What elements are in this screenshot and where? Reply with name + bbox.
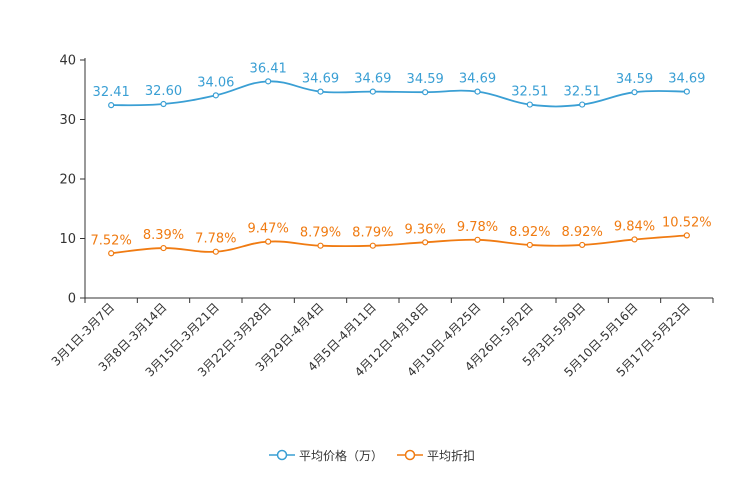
y-tick-label: 20 <box>59 173 76 188</box>
data-label: 7.52% <box>91 233 132 248</box>
data-point <box>160 244 167 252</box>
data-point <box>317 88 324 95</box>
data-point <box>422 239 429 246</box>
data-point <box>631 236 638 243</box>
data-label: 34.59 <box>407 72 444 87</box>
data-point <box>369 242 376 249</box>
data-label: 36.41 <box>250 61 287 76</box>
data-point <box>422 89 429 96</box>
legend-marker-discount <box>397 449 423 461</box>
data-label: 9.47% <box>248 222 289 237</box>
legend: 平均价格（万） 平均折扣 <box>0 444 744 466</box>
data-point <box>265 78 272 85</box>
data-label: 32.51 <box>511 85 548 100</box>
data-point <box>369 88 376 95</box>
data-point <box>108 102 115 109</box>
legend-item-price[interactable]: 平均价格（万） <box>268 447 383 464</box>
data-label: 32.41 <box>93 85 130 100</box>
data-point <box>683 232 690 239</box>
line-chart: 0102030403月1日-3月7日3月8日-3月14日3月15日-3月21日3… <box>49 54 714 380</box>
legend-label-price: 平均价格（万） <box>298 448 383 463</box>
data-label: 34.69 <box>302 72 339 87</box>
data-point <box>474 236 481 243</box>
data-label: 34.69 <box>459 72 496 87</box>
data-label: 34.59 <box>616 72 653 87</box>
data-point <box>579 101 586 108</box>
data-point <box>474 88 481 95</box>
data-point <box>579 241 586 249</box>
data-label: 9.78% <box>457 220 498 235</box>
data-point <box>526 101 533 108</box>
data-point <box>212 248 219 255</box>
y-tick-label: 10 <box>59 232 76 247</box>
data-point <box>160 100 167 108</box>
series-line-discount <box>111 234 687 255</box>
data-label: 9.36% <box>405 222 446 237</box>
data-point <box>317 242 324 249</box>
data-label: 9.84% <box>614 219 655 234</box>
data-point <box>631 89 638 96</box>
data-point <box>683 88 690 95</box>
data-label: 34.06 <box>197 75 234 90</box>
legend-label-discount: 平均折扣 <box>427 448 476 463</box>
data-label: 32.60 <box>145 84 182 99</box>
data-label: 8.92% <box>562 225 603 240</box>
data-point <box>265 238 272 245</box>
series-line-price <box>111 80 687 108</box>
y-tick-label: 40 <box>59 54 76 69</box>
data-label: 34.69 <box>354 72 391 87</box>
data-label: 32.51 <box>564 85 601 100</box>
data-label: 8.92% <box>509 225 550 240</box>
data-point <box>212 92 219 99</box>
legend-item-discount[interactable]: 平均折扣 <box>397 447 475 464</box>
data-point <box>108 250 115 257</box>
data-label: 10.52% <box>662 215 712 230</box>
data-label: 8.79% <box>300 226 341 241</box>
legend-marker-price <box>268 449 295 461</box>
y-tick-label: 30 <box>59 113 76 128</box>
y-tick-label: 0 <box>68 292 76 307</box>
data-point <box>526 241 533 249</box>
data-label: 8.79% <box>352 226 393 241</box>
data-label: 34.69 <box>668 72 705 87</box>
data-label: 7.78% <box>195 232 236 247</box>
data-label: 8.39% <box>143 228 184 243</box>
